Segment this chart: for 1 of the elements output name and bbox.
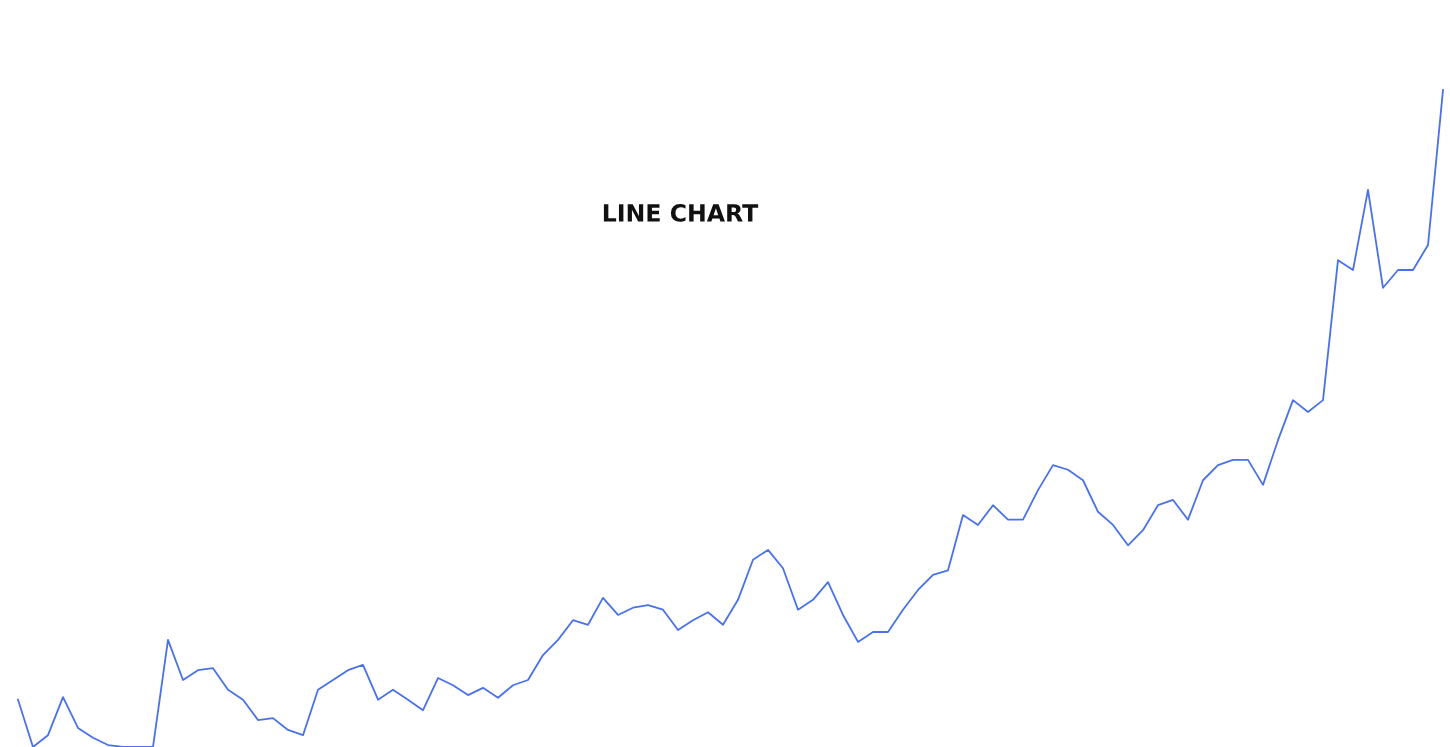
text: LINE CHART [603, 203, 759, 222]
